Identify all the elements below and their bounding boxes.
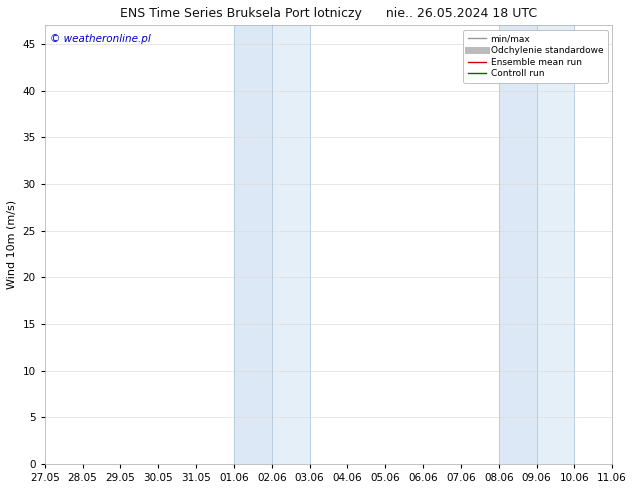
Legend: min/max, Odchylenie standardowe, Ensemble mean run, Controll run: min/max, Odchylenie standardowe, Ensembl… (463, 30, 607, 83)
Bar (499, 25, 536, 464)
Text: © weatheronline.pl: © weatheronline.pl (51, 34, 151, 44)
Bar (272, 25, 309, 464)
Bar (536, 25, 574, 464)
Title: ENS Time Series Bruksela Port lotniczy      nie.. 26.05.2024 18 UTC: ENS Time Series Bruksela Port lotniczy n… (120, 7, 537, 20)
Bar (234, 25, 272, 464)
Y-axis label: Wind 10m (m/s): Wind 10m (m/s) (7, 200, 17, 289)
